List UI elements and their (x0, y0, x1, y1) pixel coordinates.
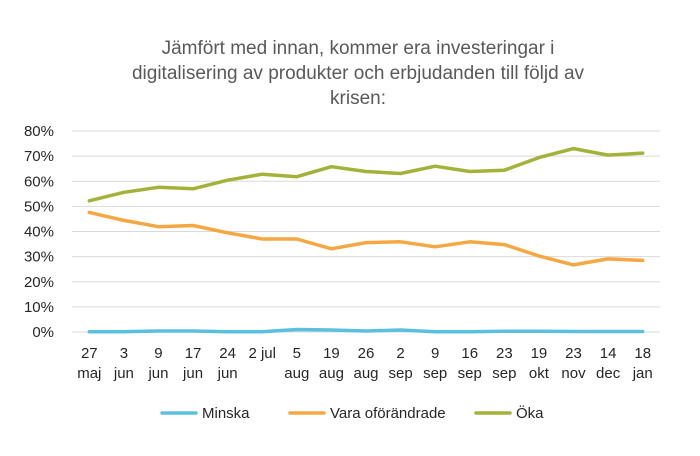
series-line-minska (87, 327, 645, 334)
y-tick-label: 50% (24, 198, 54, 215)
chart-title-line-1: Jämfört med innan, kommer era investerin… (162, 38, 555, 59)
chart-title: Jämfört med innan, kommer era investerin… (132, 38, 585, 109)
x-tick-label-month: jun (182, 365, 203, 382)
x-tick-label-month: sep (423, 365, 447, 382)
x-axis-tick-labels: 27 maj 3 jun 9 jun 17 jun 24 jun 2 jul 5 aug 19 aug 26 a… (77, 345, 653, 382)
x-tick-label-month: nov (561, 365, 586, 382)
x-tick-label: 3 (120, 345, 128, 362)
x-tick-label: 9 (154, 345, 162, 362)
chart-title-line-3: krisen: (330, 88, 386, 109)
legend-label: Öka (516, 404, 544, 422)
x-tick-label: 27 (81, 345, 98, 362)
x-tick-label: 14 (600, 345, 617, 362)
gridlines (72, 130, 660, 333)
x-tick-label-month: aug (284, 365, 309, 382)
x-tick-label: 17 (185, 345, 202, 362)
x-tick-label: 19 (531, 345, 548, 362)
x-tick-label: 18 (634, 345, 651, 362)
x-tick-label-month: jan (632, 365, 653, 382)
x-tick-label-month: jun (217, 365, 238, 382)
y-axis-tick-labels: 0% 10% 20% 30% 40% 50% 60% 70% 80% (24, 123, 54, 341)
x-tick-label: 5 (293, 345, 301, 362)
x-tick-label-month: sep (388, 365, 412, 382)
data-series (87, 146, 645, 334)
legend-label: Minska (202, 405, 250, 422)
y-tick-label: 60% (24, 173, 54, 190)
y-tick-label: 10% (24, 299, 54, 316)
series-line--ka (87, 146, 645, 203)
x-tick-label: 23 (496, 345, 513, 362)
x-tick-label-month: sep (492, 365, 516, 382)
series-line-vara-of-r-ndrade (87, 210, 645, 267)
x-tick-label: 24 (219, 345, 236, 362)
y-tick-label: 80% (24, 123, 54, 140)
y-tick-label: 0% (32, 324, 54, 341)
x-tick-label-month: aug (319, 365, 344, 382)
y-tick-label: 20% (24, 274, 54, 291)
y-tick-label: 70% (24, 148, 54, 165)
x-tick-label: 2 (396, 345, 404, 362)
x-tick-label-month: jun (113, 365, 134, 382)
x-tick-label: 23 (565, 345, 582, 362)
legend-label: Vara oförändrade (330, 405, 446, 422)
x-tick-label: 26 (358, 345, 375, 362)
x-tick-label-month: dec (596, 365, 621, 382)
y-tick-label: 40% (24, 224, 54, 241)
x-tick-label-month: sep (458, 365, 482, 382)
x-tick-label-month: jun (147, 365, 168, 382)
x-tick-label-month: okt (529, 365, 550, 382)
x-tick-label-month: maj (77, 365, 101, 382)
x-tick-label: 19 (323, 345, 340, 362)
legend: Minska Vara oförändrade Öka (160, 404, 544, 422)
x-tick-label: 16 (461, 345, 478, 362)
x-tick-label-month: aug (353, 365, 378, 382)
x-tick-label: 2 jul (248, 345, 276, 362)
x-tick-label: 9 (431, 345, 439, 362)
chart-title-line-2: digitalisering av produkter och erbjudan… (132, 63, 585, 84)
y-tick-label: 30% (24, 249, 54, 266)
